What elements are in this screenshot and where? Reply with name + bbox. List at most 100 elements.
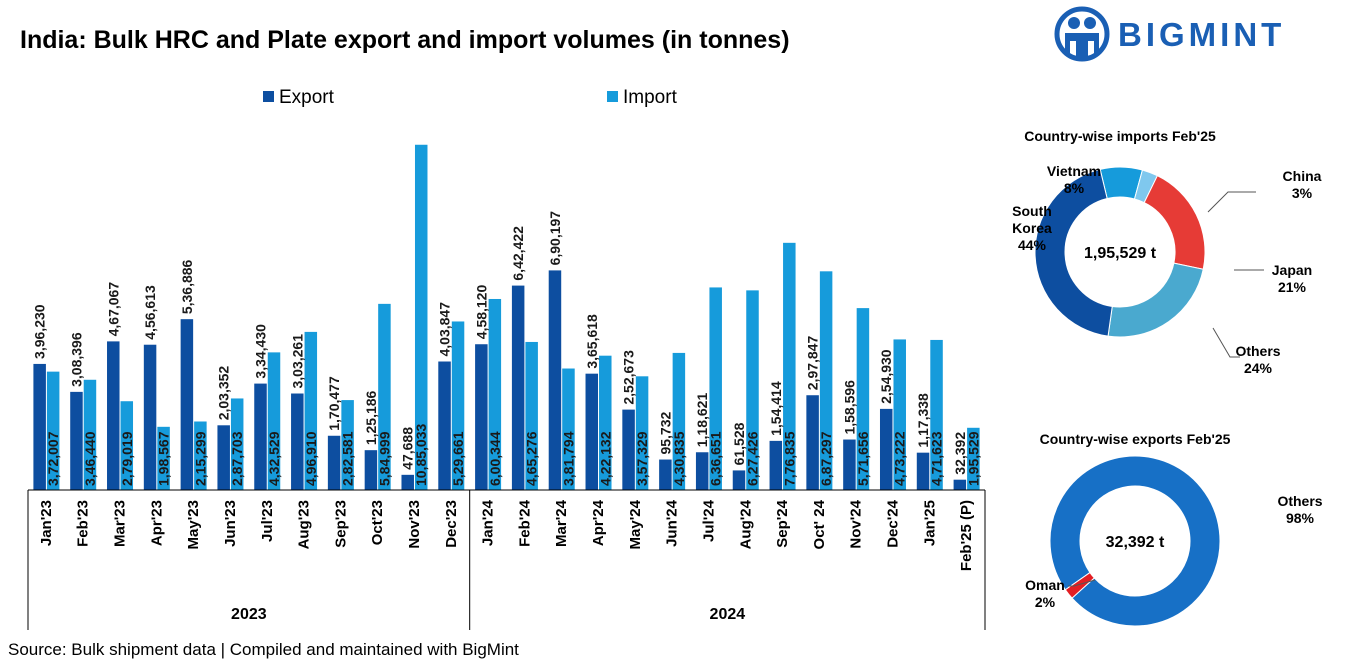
legend-swatch-export: [263, 91, 274, 102]
data-label-export: 2,52,673: [621, 350, 637, 405]
x-tick-label: Oct' 24: [811, 499, 828, 549]
bar-import: [194, 421, 207, 490]
slice-name: Oman: [1025, 577, 1065, 593]
bar-export: [953, 479, 967, 490]
slice-percent: 8%: [1064, 180, 1085, 196]
data-label-import: 3,81,794: [560, 431, 576, 486]
data-label-export: 3,03,261: [289, 334, 305, 389]
data-label-import: 4,32,529: [266, 431, 282, 486]
chart-title: India: Bulk HRC and Plate export and imp…: [20, 26, 790, 54]
bar-export: [843, 439, 856, 490]
slice-name: Japan: [1272, 262, 1312, 278]
data-label-import: 5,29,661: [450, 431, 466, 486]
group-label: 2023: [231, 606, 267, 623]
legend-swatch-import: [607, 91, 618, 102]
bar-export: [475, 344, 488, 490]
bar-export: [548, 270, 562, 490]
x-tick-label: May'23: [185, 500, 202, 549]
bar-import: [709, 287, 722, 490]
slice-percent: 3%: [1292, 185, 1313, 201]
data-label-export: 4,56,613: [142, 285, 158, 340]
x-tick-label: Sep'23: [332, 500, 349, 548]
leader-line: [1212, 327, 1240, 358]
x-tick-label: Aug'23: [296, 500, 313, 549]
data-label-export: 3,96,230: [32, 304, 48, 359]
donut-title: Country-wise exports Feb'25: [1040, 431, 1231, 447]
data-label-export: 4,58,120: [473, 285, 489, 340]
x-tick-label: May'24: [627, 499, 644, 549]
data-label-import: 2,87,703: [229, 431, 245, 486]
data-label-export: 1,58,596: [841, 380, 857, 435]
x-tick-label: Oct'23: [369, 500, 386, 545]
x-tick-label: Mar'23: [112, 500, 129, 547]
bar-chart: Export Import 3,96,230 3,72,007 Jan'23 3,08,3…: [27, 87, 986, 630]
data-label-import: 1,95,529: [965, 431, 981, 486]
bar-export: [585, 373, 599, 490]
bar-import: [599, 355, 612, 490]
x-tick-label: Apr'24: [590, 499, 607, 546]
x-tick-label: Jan'25: [921, 500, 938, 546]
data-label-import: 6,27,426: [745, 431, 761, 486]
data-label-import: 4,71,623: [929, 431, 945, 486]
donut-title: Country-wise imports Feb'25: [1024, 128, 1216, 144]
bar-import: [967, 427, 980, 490]
bar-import: [83, 379, 97, 490]
x-tick-label: Sep'24: [774, 499, 791, 547]
bar-import: [562, 368, 575, 490]
x-tick-label: Jan'24: [480, 499, 497, 546]
data-label-export: 61,528: [731, 422, 747, 465]
bar-import: [414, 144, 428, 490]
bar-export: [217, 425, 230, 490]
bar-export: [732, 470, 746, 490]
data-label-export: 4,03,847: [437, 302, 453, 357]
bar-import: [930, 339, 943, 490]
data-label-export: 2,03,352: [216, 366, 232, 421]
x-tick-label: Jun'23: [222, 500, 239, 547]
bar-export: [327, 435, 341, 490]
data-label-import: 6,00,344: [487, 431, 503, 486]
donut-slice: [1034, 168, 1113, 337]
x-tick-label: Dec'23: [443, 500, 460, 548]
data-label-import: 3,72,007: [45, 431, 61, 486]
slice-name: Others: [1235, 343, 1280, 359]
bar-export: [291, 393, 304, 490]
bar-import: [451, 321, 465, 490]
slice-percent: 98%: [1286, 510, 1315, 526]
bar-import: [46, 371, 60, 490]
bar-import: [378, 303, 391, 490]
data-label-export: 1,70,477: [326, 376, 342, 431]
donut-charts: Country-wise imports Feb'25 1,95,529 t Vie…: [1012, 128, 1323, 627]
bigmint-logo: BIGMINT: [1052, 6, 1322, 62]
bar-export: [143, 344, 157, 490]
slice-percent: 2%: [1035, 594, 1056, 610]
data-label-import: 1,98,567: [156, 431, 172, 486]
bar-import: [267, 352, 281, 490]
bar-import: [635, 376, 649, 490]
data-label-import: 4,30,835: [671, 431, 687, 486]
donut-slice: [1049, 455, 1221, 627]
data-label-import: 4,65,276: [524, 431, 540, 486]
bar-import: [893, 339, 906, 490]
data-label-export: 95,732: [657, 412, 673, 455]
bar-export: [401, 474, 414, 490]
donut-center-label: 32,392 t: [1106, 534, 1165, 551]
x-tick-label: Feb'24: [516, 499, 533, 547]
bar-export: [916, 452, 930, 490]
bar-import: [672, 352, 686, 490]
data-label-import: 2,15,299: [192, 431, 208, 486]
bar-import: [856, 308, 870, 490]
logo-text: BIGMINT: [1118, 16, 1286, 53]
slice-name: China: [1283, 168, 1322, 184]
data-label-export: 2,54,930: [878, 349, 894, 404]
data-label-import: 7,76,835: [781, 431, 797, 486]
bar-import: [525, 341, 538, 490]
slice-name: Korea: [1012, 220, 1052, 236]
data-label-import: 4,22,132: [597, 431, 613, 486]
bar-import: [304, 331, 318, 490]
x-tick-label: Feb'23: [75, 500, 92, 547]
donut-center-label: 1,95,529 t: [1084, 245, 1157, 262]
bar-export: [254, 383, 267, 490]
x-tick-label: Apr'23: [148, 500, 165, 546]
data-label-export: 47,688: [400, 427, 416, 470]
slice-percent: 21%: [1278, 279, 1307, 295]
